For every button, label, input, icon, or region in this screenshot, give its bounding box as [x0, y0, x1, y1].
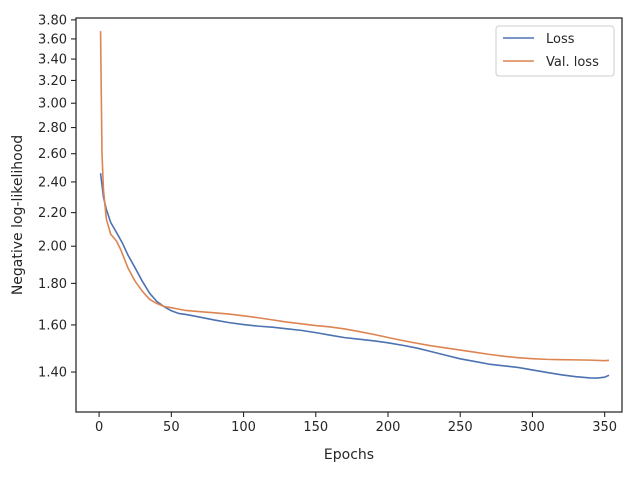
y-tick-label: 2.60: [38, 147, 67, 162]
y-tick-label: 2.00: [38, 240, 67, 255]
x-tick-label: 150: [303, 420, 328, 435]
legend: Loss Val. loss: [495, 25, 615, 77]
x-tick-label: 350: [592, 420, 617, 435]
y-tick-label: 2.80: [38, 121, 67, 136]
x-tick-label: 200: [376, 420, 401, 435]
y-tick-label: 2.20: [38, 206, 67, 221]
y-axis-label: Negative log-likelihood: [10, 135, 26, 295]
x-tick-label: 50: [163, 420, 180, 435]
y-tick-label: 3.80: [38, 13, 67, 28]
y-tick-label: 2.40: [38, 175, 67, 190]
x-tick-label: 100: [231, 420, 256, 435]
x-axis-label: Epochs: [324, 447, 374, 463]
series-layer: [99, 31, 610, 379]
y-tick-label: 3.60: [38, 32, 67, 47]
legend-label-val-loss: Val. loss: [546, 55, 599, 70]
y-tick-label: 3.20: [38, 74, 67, 89]
x-tick-label: 250: [448, 420, 473, 435]
legend-label-loss: Loss: [546, 32, 575, 47]
plot-frame: [75, 17, 623, 413]
y-tick-label: 3.00: [38, 97, 67, 112]
y-tick-label: 1.80: [38, 277, 67, 292]
y-tick-label: 3.40: [38, 53, 67, 68]
y-axis-ticks: 1.40 1.60 1.80 2.00 2.20 2.40 2.60 2.80 3.00 3.20…: [38, 13, 76, 381]
y-tick-label: 1.60: [38, 318, 67, 333]
series-line-val-loss: [99, 31, 610, 362]
x-axis-ticks: 0 50 100 150 200 250 300 350: [95, 412, 617, 435]
y-tick-label: 1.40: [38, 366, 67, 381]
series-line-loss: [99, 173, 610, 379]
x-tick-label: 0: [95, 420, 103, 435]
x-tick-label: 300: [520, 420, 545, 435]
